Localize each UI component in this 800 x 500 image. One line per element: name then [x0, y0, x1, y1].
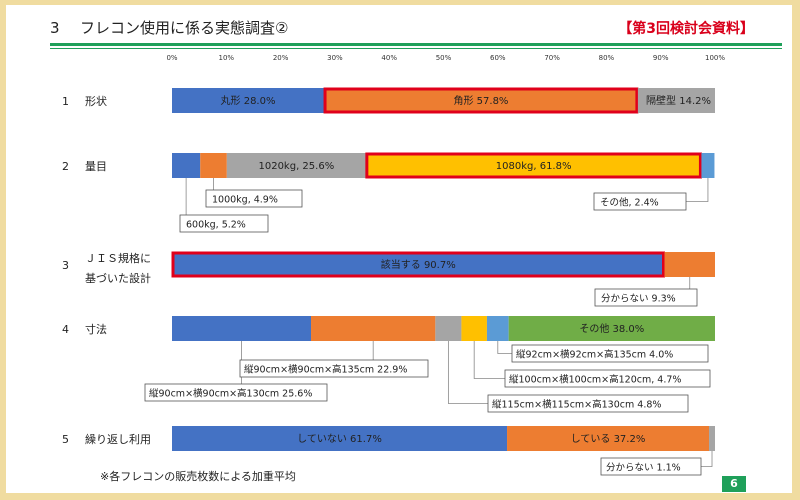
bar-segment: [461, 316, 487, 341]
leader-line: [701, 451, 713, 467]
callout-label: 600kg, 5.2%: [186, 220, 246, 231]
bar-segment: [172, 153, 201, 178]
bar-segment: [709, 426, 715, 451]
source-tag: 【第3回検討会資料】: [618, 21, 754, 37]
callout-box: [594, 288, 698, 307]
leader-line: [497, 341, 512, 354]
bar-segment: [637, 88, 715, 113]
bar-segment: [664, 252, 715, 277]
tick-label: 60%: [490, 54, 506, 62]
bar-segment: [226, 153, 366, 178]
callout-label: 縦92cm×横92cm×高135cm 4.0%: [516, 349, 673, 361]
row-number: 2: [62, 160, 69, 173]
section-number: 3: [50, 19, 60, 37]
leader-line: [473, 341, 505, 379]
leader-line: [686, 178, 709, 202]
slide: 3 フレコン使用に係る実態調査② 【第3回検討会資料】: [6, 5, 792, 493]
bar-segment: [200, 153, 227, 178]
bar-segment: [508, 316, 715, 341]
bar-segment: [172, 426, 508, 451]
tick-label: 90%: [653, 54, 669, 62]
tick-label: 80%: [599, 54, 615, 62]
tick-label: 100%: [705, 54, 725, 62]
highlight-frame: [365, 152, 702, 179]
data-label: 角形 57.8%: [453, 95, 508, 107]
tick-label: 0%: [166, 54, 177, 62]
tick-label: 20%: [273, 54, 289, 62]
tick-label: 70%: [544, 54, 560, 62]
row-number: 4: [62, 323, 69, 336]
data-label: 隔壁型 14.2%: [646, 94, 711, 107]
bar-segment: [172, 88, 325, 113]
data-label: している 37.2%: [571, 433, 646, 445]
row-label: ＪＩＳ規格に: [85, 251, 151, 265]
page-number: 6: [722, 476, 746, 492]
callout-label: 分からない 9.3%: [601, 294, 676, 305]
callout-label: 縦100cm×横100cm×高120cm, 4.7%: [509, 374, 681, 386]
tick-label: 10%: [219, 54, 235, 62]
tick-label: 50%: [436, 54, 452, 62]
footnote: ※各フレコンの販売枚数による加重平均: [100, 470, 296, 483]
row-number: 3: [62, 259, 69, 272]
callout-box: [487, 394, 689, 413]
callout-label: 縦90cm×横90cm×高130cm 25.6%: [149, 388, 312, 400]
bar-segment: [701, 153, 715, 178]
data-label: 丸形 28.0%: [221, 94, 276, 107]
row-label: 形状: [85, 94, 107, 108]
bar-segment: [311, 316, 436, 341]
callout-box: [179, 214, 269, 233]
title-rule-thin: [50, 48, 782, 49]
callout-box: [144, 383, 328, 402]
data-label: していない 61.7%: [297, 433, 382, 445]
page-title: 3 フレコン使用に係る実態調査②: [50, 17, 288, 38]
leader-line: [447, 341, 488, 404]
data-label: 1080kg, 61.8%: [496, 161, 572, 172]
callout-box: [511, 344, 709, 363]
row-label: 基づいた設計: [85, 271, 151, 285]
callout-box: [239, 359, 429, 378]
callout-box: [600, 457, 702, 476]
bar-segment: [486, 316, 509, 341]
title-rule: [50, 43, 782, 46]
tick-label: 40%: [381, 54, 397, 62]
row-number: 5: [62, 433, 69, 446]
bar-segment: [507, 426, 710, 451]
row-number: 1: [62, 95, 69, 108]
bar-segment: [172, 316, 312, 341]
title-text: フレコン使用に係る実態調査②: [80, 19, 289, 37]
callout-label: その他, 2.4%: [600, 197, 659, 209]
callout-label: 縦90cm×横90cm×高135cm 22.9%: [244, 364, 407, 376]
row-label: 寸法: [85, 322, 107, 336]
callout-label: 分からない 1.1%: [606, 463, 681, 474]
highlight-frame: [171, 251, 666, 278]
callout-label: 縦115cm×横115cm×高130cm 4.8%: [492, 399, 661, 411]
data-label: 該当する 90.7%: [381, 258, 456, 271]
bar-segment: [435, 316, 462, 341]
bar-segment: [172, 252, 665, 277]
tick-label: 30%: [327, 54, 343, 62]
row-label: 量目: [85, 160, 107, 173]
data-label: 1020kg, 25.6%: [258, 161, 334, 172]
bar-segment: [365, 153, 702, 178]
callout-box: [504, 369, 711, 388]
callout-box: [593, 192, 687, 211]
callout-label: 1000kg, 4.9%: [212, 195, 278, 206]
data-label: その他 38.0%: [579, 322, 644, 335]
callout-box: [205, 189, 303, 208]
bar-segment: [324, 88, 638, 113]
highlight-frame: [323, 87, 639, 114]
row-label: 繰り返し利用: [85, 432, 151, 446]
